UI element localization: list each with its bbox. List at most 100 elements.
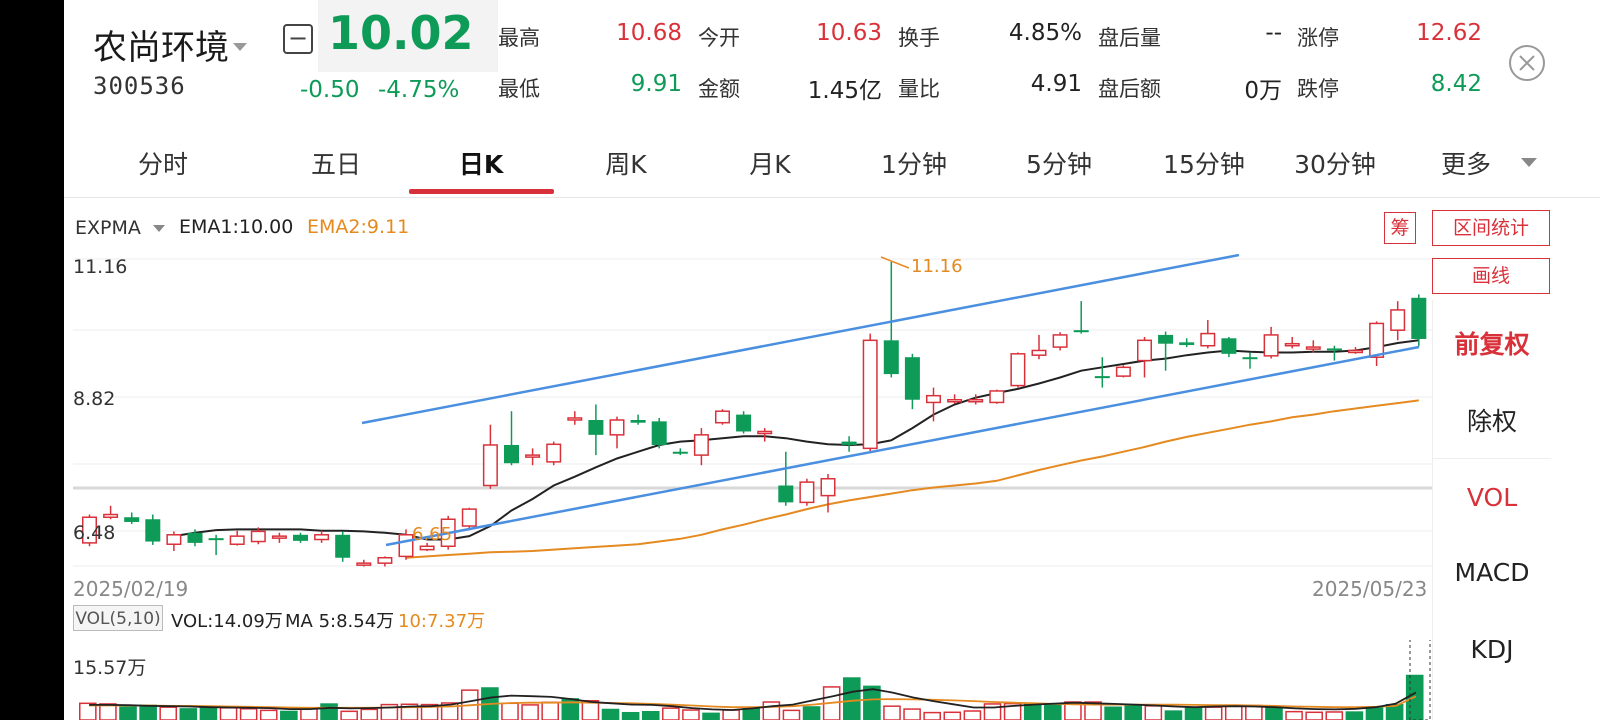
high-price-marker: 11.16 [911,256,963,277]
stat-label: 换手 [898,26,940,50]
volume-bar [1245,704,1263,720]
volume-ma10: 10:7.37万 [398,611,486,632]
kline-chart[interactable] [64,254,1432,574]
volume-ma5-line [89,688,1417,711]
chevron-down-icon[interactable] [1521,158,1537,167]
volume-max-label: 15.57万 [73,657,147,679]
volume-bar [943,711,962,720]
tab-1[interactable]: 五日 [310,150,361,179]
side-menu-item[interactable]: 前复权 [1454,330,1530,359]
candle-body [187,532,203,543]
candle-body [1284,342,1300,347]
candle-body [757,430,773,435]
tab-4[interactable]: 月K [749,150,791,179]
tab-2[interactable]: 日K [458,150,504,179]
range-stats-button[interactable]: 区间统计 [1432,210,1550,246]
tab-5[interactable]: 1分钟 [881,150,947,179]
candle-body [609,419,625,436]
ema1-value: EMA1:10.00 [179,216,294,238]
candle-body [1242,357,1258,360]
tab-3[interactable]: 周K [605,150,647,179]
candle-body [1115,366,1131,377]
stat-label: 盘后额 [1098,77,1161,101]
candle-body [841,441,857,445]
candle-body [1094,376,1110,379]
candle-body [356,562,372,566]
candle-body [1158,334,1174,344]
ema2-line [405,399,1419,559]
candle-body [1305,346,1321,350]
side-panel: 前复权除权 VOL MACD KDJ [1432,300,1600,720]
tab-0[interactable]: 分时 [137,150,188,179]
candle-body [567,417,583,421]
volume-bar [1104,706,1122,720]
volume-bar [360,708,379,720]
divider [1433,458,1551,459]
volume-bar [219,707,238,720]
volume-bar [682,709,700,720]
low-price-marker: 6.65 [412,524,453,545]
y-axis-mid-label: 8.82 [73,388,116,410]
candle-body [736,414,752,432]
candle-body [1221,338,1237,354]
volume-bar [1044,703,1062,720]
tab-9[interactable]: 更多 [1440,150,1491,179]
candle-body [1137,339,1152,362]
side-menu-item[interactable]: VOL [1466,483,1518,512]
volume-bar [1385,703,1404,720]
volume-bar [521,704,539,720]
stat-value: 1.45亿 [807,78,882,104]
volume-bar [541,701,560,720]
volume-bar [641,711,660,720]
volume-bar [1023,703,1042,720]
volume-bar [139,704,157,720]
stat-value: 12.62 [1416,20,1482,46]
volume-bar [179,708,198,720]
volume-bar [601,708,620,720]
indicator-selector[interactable]: EXPMA [75,217,141,239]
channel-upper-line [361,254,1240,425]
side-menu-item[interactable]: KDJ [1470,635,1514,664]
tab-6[interactable]: 5分钟 [1026,150,1092,179]
candle-body [968,398,984,403]
draw-line-button[interactable]: 画线 [1432,258,1550,294]
chevron-down-icon[interactable] [153,225,165,232]
volume-chart[interactable] [64,640,1432,720]
tab-7[interactable]: 15分钟 [1163,150,1245,179]
stat-value: -- [1265,20,1282,46]
app-window: 农尚环境 300536 − 10.02 -0.50 -4.75% 最高 10.68… [64,0,1600,720]
volume-bar [722,709,740,720]
stat-label: 金额 [698,77,740,101]
volume-bar [320,703,338,720]
candle-body [1348,349,1363,354]
candle-body [1010,353,1026,387]
candle-body [1200,332,1216,347]
candle-body [103,513,119,518]
volume-bar [1285,710,1303,720]
y-axis-top-label: 11.16 [73,256,128,278]
volume-indicator-tag[interactable]: VOL(5,10) [73,605,163,631]
volume-bar [581,699,600,720]
volume-bar [963,710,982,720]
candle-body [1073,330,1089,333]
stat-label: 盘后量 [1098,26,1161,50]
side-menu-item[interactable]: 除权 [1466,407,1517,436]
volume-bar [99,703,117,720]
candle-body [1326,348,1342,351]
current-price: 10.02 [328,6,474,60]
chip-distribution-button[interactable]: 筹 [1384,212,1416,244]
stock-name[interactable]: 农尚环境 [93,28,229,68]
candle-body [271,535,287,539]
tab-8[interactable]: 30分钟 [1294,150,1376,179]
close-icon[interactable] [1509,45,1545,81]
candle-body [482,444,498,487]
side-menu-item[interactable]: MACD [1454,558,1530,587]
collapse-icon[interactable]: − [283,24,313,54]
candle-body [672,451,688,454]
stat-label: 涨停 [1297,26,1339,50]
volume-bar [662,707,680,720]
volume-bar [1305,711,1323,720]
candle-body [904,357,920,400]
candle-body [124,517,140,522]
chevron-down-icon[interactable] [233,43,247,51]
